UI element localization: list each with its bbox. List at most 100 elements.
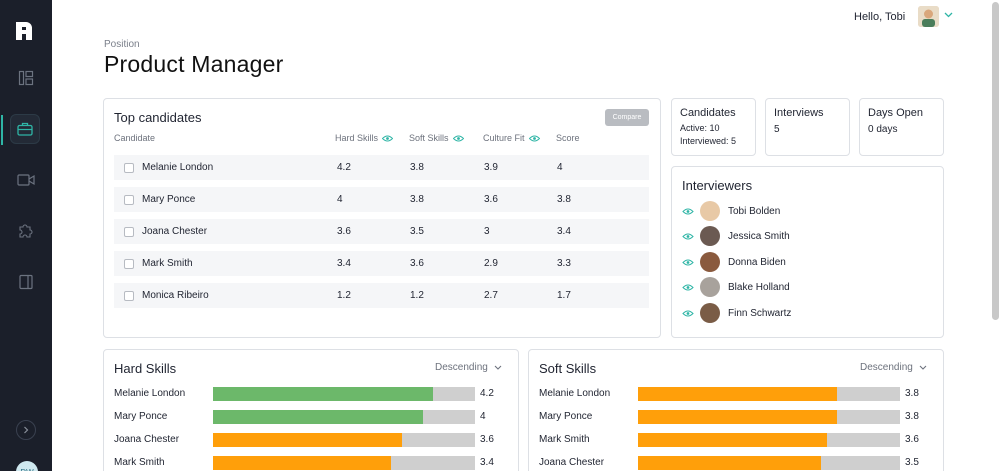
days-open-value: 0 days [868, 124, 898, 135]
soft-skills-sort-dropdown[interactable]: Descending [860, 362, 927, 373]
table-row[interactable]: Mary Ponce 4 3.8 3.6 3.8 [114, 187, 649, 212]
soft-skills-title: Soft Skills [539, 361, 597, 376]
position-label: Position [104, 39, 140, 50]
nav-dashboard[interactable] [0, 61, 52, 95]
puzzle-icon [19, 224, 33, 238]
score-value: 1.7 [557, 290, 571, 301]
avatar [700, 201, 720, 221]
video-icon [17, 174, 35, 186]
col-soft-skills[interactable]: Soft Skills [409, 133, 464, 143]
interviewer-name: Jessica Smith [728, 230, 790, 242]
bar-name: Joana Chester [114, 434, 180, 445]
table-row[interactable]: Melanie London 4.2 3.8 3.9 4 [114, 155, 649, 180]
app-logo[interactable] [14, 20, 34, 42]
chevron-down-icon [494, 365, 502, 370]
bar-track [213, 456, 475, 470]
user-avatar[interactable] [918, 6, 939, 27]
culture-value: 2.9 [484, 258, 498, 269]
interviews-stat-card[interactable]: Interviews 5 [765, 98, 850, 156]
bar-value: 3.4 [480, 457, 494, 468]
row-checkbox[interactable] [124, 291, 134, 301]
row-checkbox[interactable] [124, 163, 134, 173]
interviewer-name: Finn Schwartz [728, 307, 792, 319]
avatar [700, 226, 720, 246]
eye-icon[interactable] [682, 310, 694, 317]
top-candidates-card: Top candidates Compare Candidate Hard Sk… [103, 98, 661, 338]
interviewer-item[interactable]: Donna Biden [682, 252, 932, 272]
interviewers-card: Interviewers Tobi Bolden Jessica Smith D… [671, 166, 944, 338]
bar-fill [213, 387, 434, 401]
hard-value: 4 [337, 194, 343, 205]
bar-value: 3.5 [905, 457, 919, 468]
candidate-name: Joana Chester [142, 226, 208, 237]
soft-value: 3.8 [410, 162, 424, 173]
col-candidate[interactable]: Candidate [114, 133, 156, 143]
score-value: 4 [557, 162, 563, 173]
bar-name: Melanie London [539, 388, 611, 399]
candidates-stat-title: Candidates [680, 107, 736, 119]
bar-value: 3.8 [905, 411, 919, 422]
page-scrollbar[interactable] [992, 2, 999, 320]
eye-icon[interactable] [452, 135, 464, 142]
page-title: Product Manager [104, 51, 284, 77]
expand-sidebar-button[interactable] [16, 420, 36, 440]
bar-name: Mary Ponce [114, 411, 168, 422]
chevron-down-icon[interactable] [944, 12, 953, 18]
table-row[interactable]: Monica Ribeiro 1.2 1.2 2.7 1.7 [114, 283, 649, 308]
eye-icon[interactable] [682, 233, 694, 240]
hard-skills-card: Hard Skills Descending Melanie London 4.… [103, 349, 519, 471]
bar-name: Mark Smith [114, 457, 165, 468]
row-checkbox[interactable] [124, 195, 134, 205]
score-value: 3.4 [557, 226, 571, 237]
row-checkbox[interactable] [124, 227, 134, 237]
score-value: 3.3 [557, 258, 571, 269]
eye-icon[interactable] [682, 284, 694, 291]
interviewers-title: Interviewers [682, 178, 753, 193]
candidate-name: Monica Ribeiro [142, 290, 209, 301]
interviews-value: 5 [774, 124, 780, 135]
col-culture-fit[interactable]: Culture Fit [483, 133, 540, 143]
interviewer-item[interactable]: Finn Schwartz [682, 303, 932, 323]
interviewer-name: Donna Biden [728, 256, 786, 268]
bar-fill [638, 433, 827, 447]
col-hard-skills[interactable]: Hard Skills [335, 133, 394, 143]
bar-fill [638, 456, 822, 470]
nav-interviews[interactable] [0, 163, 52, 197]
bar-name: Melanie London [114, 388, 186, 399]
briefcase-icon [17, 122, 33, 136]
book-icon [19, 274, 33, 290]
bar-track [638, 456, 900, 470]
interviewer-item[interactable]: Jessica Smith [682, 226, 932, 246]
nav-positions[interactable] [1, 114, 40, 145]
eye-icon[interactable] [682, 259, 694, 266]
bar-fill [638, 410, 838, 424]
table-row[interactable]: Joana Chester 3.6 3.5 3 3.4 [114, 219, 649, 244]
row-checkbox[interactable] [124, 259, 134, 269]
days-open-stat-card[interactable]: Days Open 0 days [859, 98, 944, 156]
avatar [700, 252, 720, 272]
eye-icon[interactable] [528, 135, 540, 142]
bar-fill [213, 433, 402, 447]
hard-value: 3.4 [337, 258, 351, 269]
compare-button[interactable]: Compare [605, 109, 649, 126]
nav-library[interactable] [0, 265, 52, 299]
bar-track [213, 387, 475, 401]
bar-name: Joana Chester [539, 457, 605, 468]
sidebar-user-avatar[interactable]: DW [16, 461, 38, 471]
active-count: Active: 10 [680, 123, 720, 133]
nav-skills[interactable] [0, 214, 52, 248]
eye-icon[interactable] [682, 208, 694, 215]
bar-track [638, 410, 900, 424]
interviewer-item[interactable]: Tobi Bolden [682, 201, 932, 221]
soft-skills-card: Soft Skills Descending Melanie London 3.… [528, 349, 944, 471]
eye-icon[interactable] [382, 135, 394, 142]
col-score[interactable]: Score [556, 133, 580, 143]
interviewed-count: Interviewed: 5 [680, 136, 737, 146]
table-row[interactable]: Mark Smith 3.4 3.6 2.9 3.3 [114, 251, 649, 276]
hard-skills-sort-dropdown[interactable]: Descending [435, 362, 502, 373]
bar-value: 3.6 [480, 434, 494, 445]
days-open-stat-title: Days Open [868, 107, 924, 119]
interviewer-item[interactable]: Blake Holland [682, 277, 932, 297]
candidates-stat-card[interactable]: Candidates Active: 10 Interviewed: 5 [671, 98, 756, 156]
candidate-name: Melanie London [142, 162, 214, 173]
